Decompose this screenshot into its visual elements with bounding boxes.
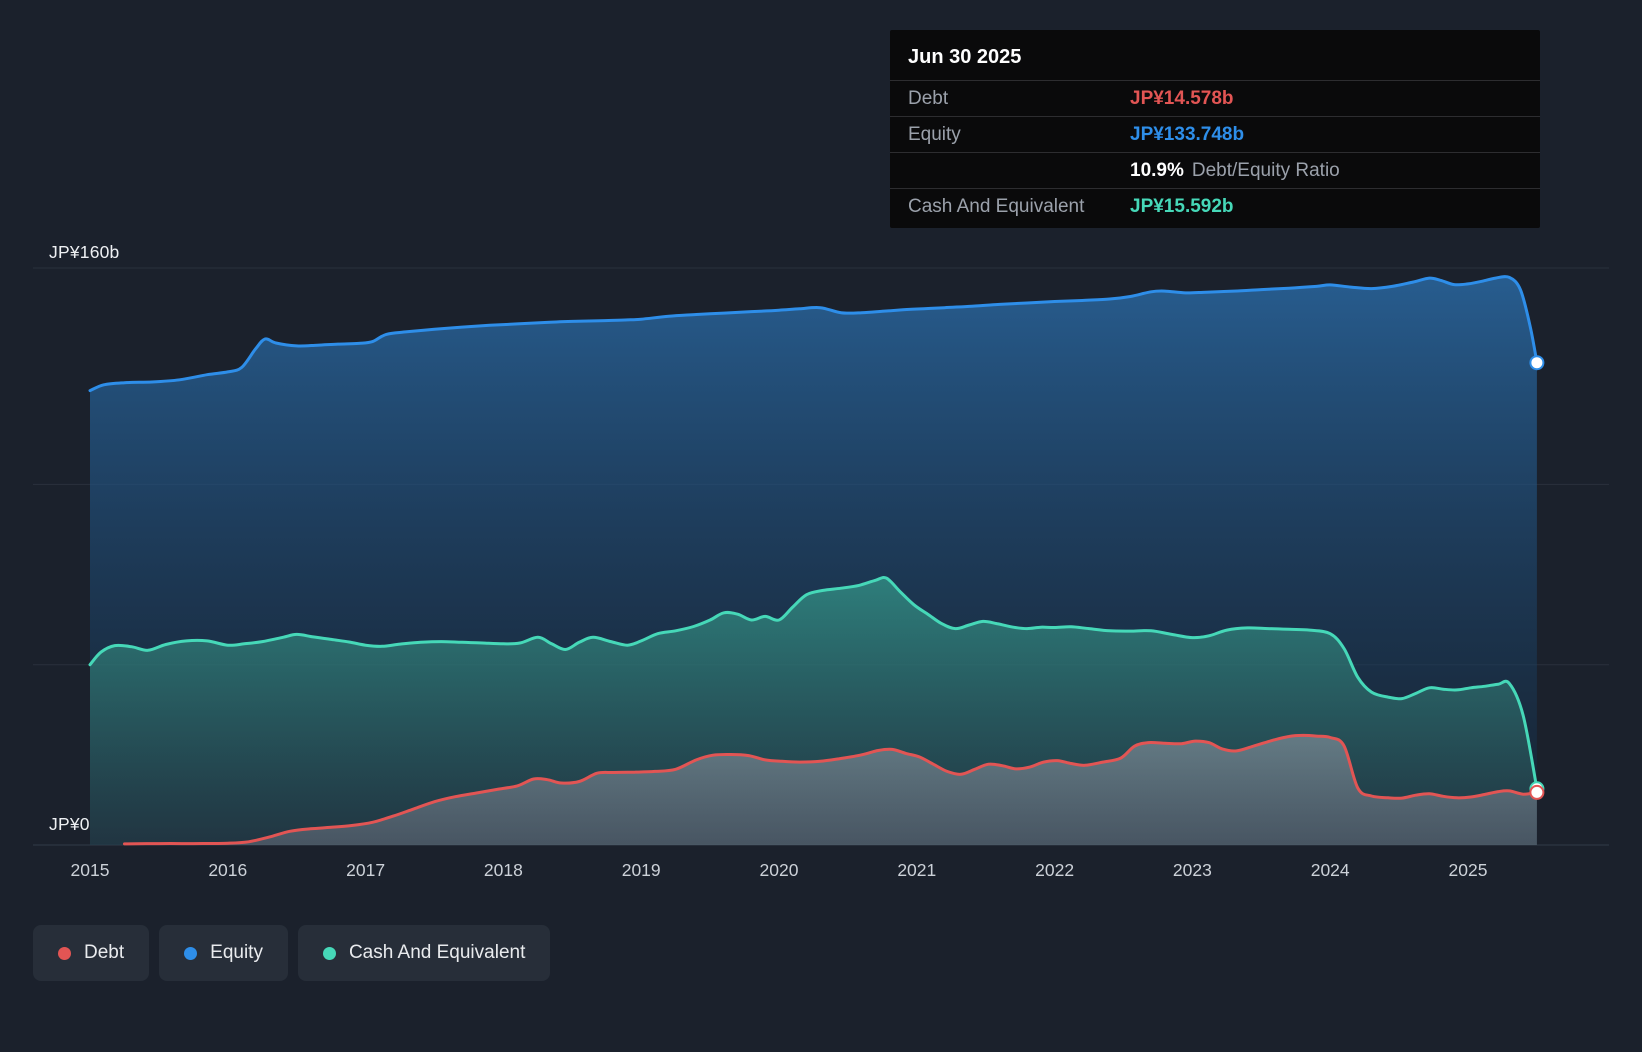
x-tick-2015: 2015 xyxy=(70,860,110,880)
tooltip-row-cash: Cash And Equivalent JP¥15.592b xyxy=(890,188,1540,224)
equity-line xyxy=(88,275,1539,393)
legend-label: Cash And Equivalent xyxy=(348,942,526,963)
legend-item-cash[interactable]: Cash And Equivalent xyxy=(297,925,551,981)
tooltip-equity-label: Equity xyxy=(908,124,961,145)
x-axis: 2015 2016 2017 2018 2019 2020 2021 2022 2023 2024… xyxy=(0,860,1642,886)
chart-legend: Debt Equity Cash And Equivalent xyxy=(33,925,551,981)
x-tick-2020: 2020 xyxy=(759,860,799,880)
debt-line xyxy=(123,733,1539,846)
tooltip-ratio-label: Debt/Equity Ratio xyxy=(1191,160,1340,181)
legend-item-debt[interactable]: Debt xyxy=(33,925,150,981)
x-tick-2023: 2023 xyxy=(1172,860,1212,880)
x-tick-2021: 2021 xyxy=(897,860,937,880)
x-tick-2017: 2017 xyxy=(346,860,386,880)
debt-area xyxy=(124,735,1537,845)
tooltip-cash-value: JP¥15.592b xyxy=(1130,196,1234,217)
chart-tooltip: Jun 30 2025 Debt JP¥14.578b Equity JP¥13… xyxy=(890,30,1540,228)
equity-legend-dot xyxy=(184,946,198,960)
debt-legend-dot xyxy=(58,946,71,960)
debt-end-marker xyxy=(1529,784,1545,800)
legend-label: Equity xyxy=(210,942,263,963)
tooltip-row-debt: Debt JP¥14.578b xyxy=(890,80,1540,116)
equity-end-marker xyxy=(1529,355,1545,371)
x-tick-2025: 2025 xyxy=(1448,860,1488,880)
tooltip-equity-value: JP¥133.748b xyxy=(1130,124,1245,145)
tooltip-row-ratio: 10.9% Debt/Equity Ratio xyxy=(890,152,1540,188)
x-tick-2022: 2022 xyxy=(1035,860,1075,880)
y-axis-min-label: JP¥0 xyxy=(49,814,90,834)
x-tick-2016: 2016 xyxy=(208,860,248,880)
tooltip-debt-value: JP¥14.578b xyxy=(1130,88,1234,109)
tooltip-debt-label: Debt xyxy=(908,88,949,109)
legend-item-equity[interactable]: Equity xyxy=(159,925,288,981)
tooltip-row-equity: Equity JP¥133.748b xyxy=(890,116,1540,152)
cash-line xyxy=(88,575,1539,791)
y-axis-max-label: JP¥160b xyxy=(49,242,120,262)
cash-legend-dot xyxy=(322,946,336,960)
tooltip-date: Jun 30 2025 xyxy=(908,46,1022,68)
tooltip-ratio-value: 10.9% xyxy=(1130,160,1184,181)
tooltip-cash-label: Cash And Equivalent xyxy=(908,196,1085,217)
x-tick-2024: 2024 xyxy=(1310,860,1350,880)
x-tick-2018: 2018 xyxy=(483,860,523,880)
x-tick-2019: 2019 xyxy=(621,860,661,880)
legend-label: Debt xyxy=(84,942,125,963)
